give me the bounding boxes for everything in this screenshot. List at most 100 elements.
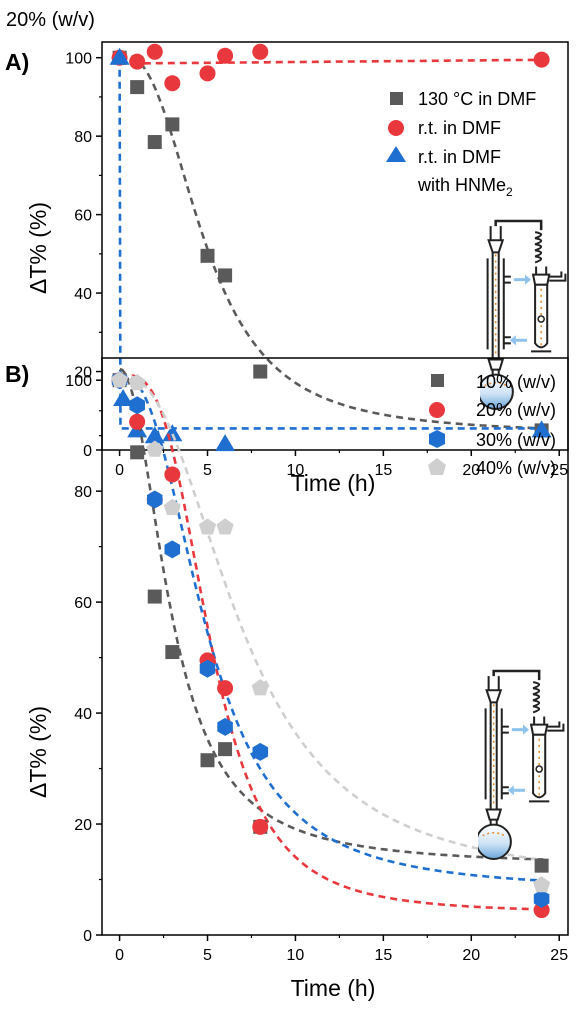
x-tick-label: 0 [115,947,124,964]
panel-a-title: 20% (w/v) [6,9,95,31]
data-point-series-3 [251,679,269,696]
x-tick-label: 25 [550,462,568,479]
legend-b-label-0: 10% (w/v) [476,372,556,392]
data-point-series-0 [147,589,162,604]
legend-b-marker-pentagon [428,458,446,475]
data-point-series-3 [163,498,181,516]
x-tick-label: 5 [203,462,212,479]
data-point-series-1 [164,75,181,92]
data-point-series-0 [165,117,180,132]
data-point-series-0 [534,858,549,873]
x-tick-label: 0 [115,462,124,479]
panel-a-markers [109,43,552,452]
y-tick-label: 20 [74,365,92,382]
panel-a-ylabel: ΔT% (%) [25,202,51,294]
panel-a-grid-and-axes [101,41,569,451]
legend-b-label-3: 40% (w/v) [476,458,556,478]
fit-curve-2 [118,57,542,430]
data-point-series-1 [146,43,163,60]
x-tick-label: 15 [374,947,392,964]
data-point-series-3 [198,518,217,535]
data-point-series-3 [216,518,234,535]
data-point-series-2 [531,420,552,438]
panel-b-fit-curves [119,367,545,911]
legend-b-marker-square [431,374,444,387]
legend-a-label-2b-sub: 2 [506,185,513,199]
x-tick-label: 10 [287,947,305,964]
y-tick-label: 100 [65,51,92,68]
x-tick-label: 15 [374,462,392,479]
data-point-series-0 [130,80,145,95]
panel-a-legend: 130 °C in DMF r.t. in DMF r.t. in DMF wi… [386,89,536,199]
y-tick-label: 40 [74,286,92,303]
legend-a-marker-triangle [386,146,406,162]
panel-a-xlabel: Time (h) [291,470,376,496]
panel-b-markers [111,371,551,919]
y-tick-label: 0 [83,928,92,945]
panel-a: 20% (w/v) A) 0 5 10 15 20 25 0 20 40 60 80 100 Time… [5,9,569,496]
panel-b-legend: 10% (w/v) 20% (w/v) 30% (w/v) 40% (w/v) [428,372,556,478]
data-point-series-2 [533,889,550,908]
fit-curve-3 [119,373,545,862]
legend-a-marker-circle [388,120,404,136]
legend-a-label-2b-main: with HNMe [417,175,506,195]
y-tick-label: 40 [74,706,92,723]
panel-a-fit-curves [118,52,545,430]
fit-curve-2 [119,373,545,883]
data-point-series-2 [113,389,134,406]
panel-a-label: A) [5,49,29,75]
data-point-series-1 [217,680,234,697]
x-tick-label: 25 [550,947,568,964]
legend-b-label-2: 30% (w/v) [476,430,556,450]
data-point-series-3 [533,876,551,893]
data-point-series-0 [218,268,233,283]
fit-curve-0 [119,52,545,430]
data-point-series-2 [215,434,236,452]
data-point-series-2 [252,742,269,761]
fit-curve-1 [119,58,545,65]
y-tick-label: 100 [65,373,92,390]
data-point-series-1 [252,818,269,835]
y-tick-label: 20 [74,817,92,834]
legend-b-marker-circle [429,402,445,418]
data-point-series-1 [199,65,216,82]
data-point-series-2 [162,424,183,442]
y-tick-label: 60 [74,208,92,225]
legend-a-label-0: 130 °C in DMF [418,89,536,109]
data-point-series-1 [533,51,550,68]
data-point-series-2 [199,659,216,678]
legend-a-label-1: r.t. in DMF [418,118,501,138]
apparatus-b-icon [478,669,565,860]
data-point-series-2 [164,540,181,559]
y-tick-label: 80 [74,484,92,501]
data-point-series-1 [129,413,146,430]
panel-b-ylabel: ΔT% (%) [25,706,51,798]
data-point-series-2 [144,426,165,444]
data-point-series-2 [217,717,233,736]
data-point-series-0 [253,364,268,379]
data-point-series-1 [164,466,181,483]
legend-b-marker-hexagon [429,430,445,448]
data-point-series-2 [147,490,163,509]
panel-b-grid-and-axes [101,357,569,936]
panel-a-ticks: 0 5 10 15 20 25 0 20 40 60 80 100 [65,51,568,479]
data-point-series-0 [200,248,215,263]
y-tick-label: 80 [74,129,92,146]
data-point-series-3 [146,440,164,457]
data-point-series-3 [128,374,146,391]
data-point-series-2 [129,396,145,415]
data-point-series-1 [533,902,550,919]
data-point-series-0 [218,742,233,757]
legend-a-label-2a: r.t. in DMF [418,147,501,167]
data-point-series-2 [109,47,130,65]
legend-a-label-2b: with HNMe2 [417,175,513,199]
x-tick-label: 10 [287,462,305,479]
y-tick-label: 0 [83,443,92,460]
data-point-series-1 [217,47,234,64]
plot-frame [101,41,569,451]
plot-frame [101,357,569,936]
data-point-series-0 [165,645,180,660]
